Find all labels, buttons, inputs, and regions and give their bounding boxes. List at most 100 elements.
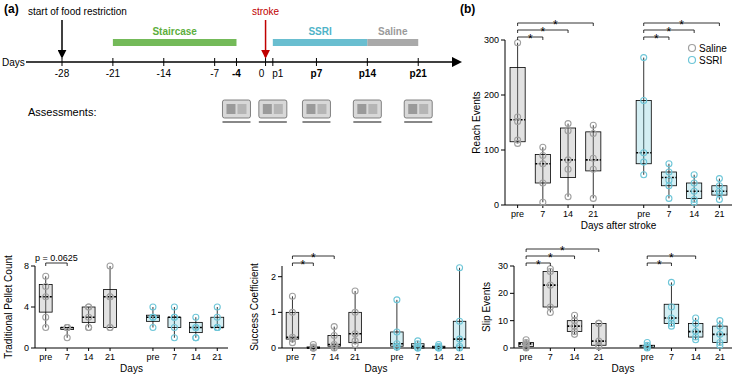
significance-label: p = 0.0625 (35, 253, 78, 263)
x-tick-label: 14 (84, 352, 94, 362)
icon-body (302, 100, 330, 118)
y-tick-label: 300 (484, 35, 499, 45)
data-point (590, 166, 596, 172)
data-point (666, 183, 672, 189)
x-tick-label: pre (511, 209, 524, 219)
median (211, 327, 224, 329)
x-tick (217, 348, 218, 351)
x-tick (574, 348, 575, 351)
y-tick (31, 266, 35, 267)
icon-base (353, 121, 381, 123)
data-point (193, 314, 199, 320)
y-axis-label: Success Coefficient (249, 263, 260, 351)
significance-label: * (540, 25, 545, 39)
data-point (64, 325, 70, 331)
significance-label: * (679, 18, 684, 32)
data-point (150, 314, 156, 320)
box (688, 323, 703, 337)
timeline-tick (236, 58, 237, 66)
median (286, 337, 299, 339)
data-point (693, 320, 699, 326)
y-tick (278, 312, 282, 313)
data-point (289, 340, 295, 346)
data-point (691, 188, 697, 194)
data-point (590, 195, 596, 201)
icon-part (226, 104, 235, 114)
data-point (193, 325, 199, 331)
data-point (547, 268, 553, 274)
box (147, 315, 160, 321)
x-tick-label: 7 (669, 352, 674, 362)
timeline-tick-label: 0 (259, 68, 265, 79)
data-point (415, 345, 421, 351)
data-point (565, 121, 571, 127)
y-tick-label: 100 (484, 145, 499, 155)
data-point (43, 314, 49, 320)
y-tick (501, 95, 505, 96)
data-point (64, 325, 70, 331)
x-tick-label: pre (390, 352, 403, 362)
timeline-tick (214, 58, 215, 66)
data-point (565, 128, 571, 134)
assessment-icon (302, 100, 330, 122)
data-point (436, 345, 442, 351)
data-point (150, 304, 156, 310)
median (147, 316, 160, 318)
median (543, 284, 558, 286)
data-point (331, 345, 337, 351)
assessment-icon (404, 100, 432, 122)
median (168, 316, 181, 318)
icon-base (302, 121, 330, 123)
data-point (540, 153, 546, 159)
icon-base (259, 121, 287, 123)
data-point (310, 345, 316, 351)
box (168, 317, 181, 327)
box (104, 290, 117, 328)
y-tick-label: 20 (498, 288, 508, 298)
icon-part (408, 104, 417, 114)
data-point (86, 314, 92, 320)
median (713, 334, 728, 336)
significance-label: * (667, 25, 672, 39)
x-tick-label: 21 (715, 352, 725, 362)
x-axis (514, 348, 732, 349)
y-tick-label: 8 (24, 261, 29, 271)
data-point (565, 157, 571, 163)
x-axis (35, 348, 228, 349)
y-tick-label: 10 (498, 316, 508, 326)
data-point (86, 325, 92, 331)
data-point (214, 314, 220, 320)
icon-body (353, 100, 381, 118)
timeline-tick-label: -14 (157, 68, 172, 79)
timeline-axis (26, 61, 460, 63)
x-axis-label: Days after stroke (581, 220, 657, 231)
data-point (515, 40, 521, 46)
median (664, 317, 679, 319)
panel-label: (b) (460, 2, 475, 16)
icon-body (222, 100, 250, 118)
x-tick-label: 14 (689, 209, 699, 219)
data-point (457, 336, 463, 342)
x-tick (110, 348, 111, 351)
icon-base (404, 121, 432, 123)
x-tick (671, 348, 672, 351)
y-tick-label: 2 (271, 272, 276, 282)
y-tick (510, 320, 514, 321)
data-point (43, 294, 49, 300)
y-tick (501, 150, 505, 151)
x-tick (292, 348, 293, 351)
timeline-tick-label: -4 (232, 68, 241, 79)
data-point (171, 325, 177, 331)
y-tick (278, 348, 282, 349)
data-point (352, 288, 358, 294)
median (636, 152, 651, 154)
data-point (641, 98, 647, 104)
median (104, 296, 117, 298)
data-point (596, 320, 602, 326)
y-tick (510, 348, 514, 349)
data-point (107, 325, 113, 331)
timeline-tick (418, 58, 419, 66)
y-tick-label: 4 (24, 302, 29, 312)
data-point (214, 304, 220, 310)
x-tick-label: 7 (666, 209, 671, 219)
